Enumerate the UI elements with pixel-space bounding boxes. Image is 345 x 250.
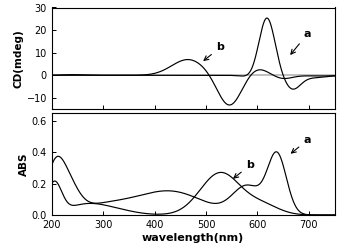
Text: b: b bbox=[204, 42, 224, 60]
Y-axis label: ABS: ABS bbox=[19, 152, 29, 176]
X-axis label: wavelength(nm): wavelength(nm) bbox=[142, 233, 244, 243]
Text: b: b bbox=[234, 160, 254, 178]
Y-axis label: CD(mdeg): CD(mdeg) bbox=[14, 29, 24, 88]
Text: a: a bbox=[292, 135, 311, 153]
Text: a: a bbox=[291, 29, 311, 54]
